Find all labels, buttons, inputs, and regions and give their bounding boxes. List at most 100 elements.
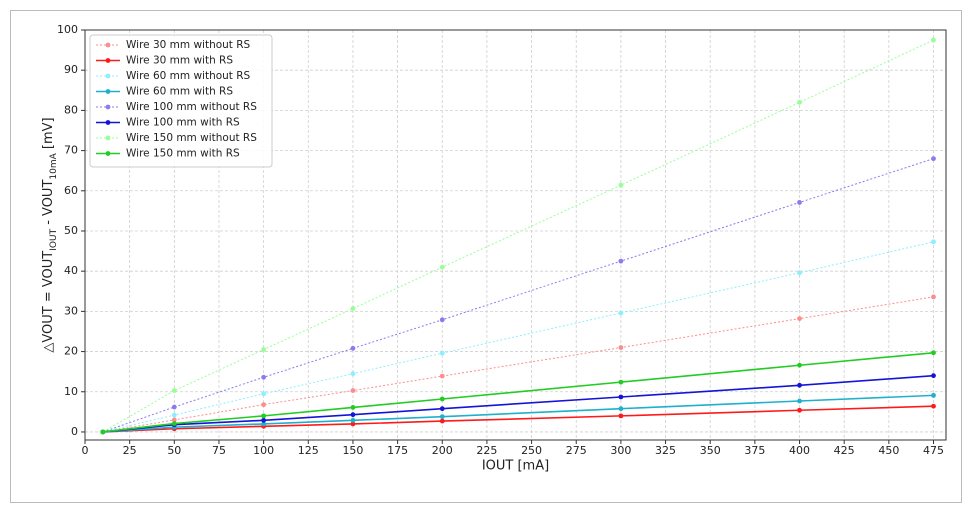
y-tick-label: 30: [64, 304, 78, 317]
y-axis-label: △VOUT = VOUTIOUT - VOUT10mA [mV]: [41, 117, 59, 352]
series-line: [102, 241, 934, 433]
y-tick-label: 60: [64, 184, 78, 197]
data-point: [350, 421, 356, 427]
x-tick-label: 200: [432, 444, 453, 457]
data-point: [350, 412, 356, 418]
data-point: [797, 362, 802, 368]
legend-label: Wire 100 mm without RS: [126, 101, 257, 113]
legend-label: Wire 60 mm with RS: [126, 86, 233, 98]
x-tick-label: 425: [834, 444, 855, 457]
x-tick-label: 325: [655, 444, 676, 457]
data-point: [797, 398, 802, 404]
legend-marker: [105, 120, 111, 125]
data-point: [618, 406, 624, 412]
legend-label: Wire 60 mm without RS: [126, 70, 251, 82]
data-point: [618, 379, 624, 385]
data-point: [350, 417, 356, 423]
y-label-part: - VOUT: [41, 180, 56, 229]
data-point: [350, 371, 356, 377]
y-tick-label: 90: [64, 63, 78, 76]
x-tick-label: 450: [878, 444, 899, 457]
data-point: [439, 406, 445, 412]
data-point: [797, 99, 802, 105]
data-point: [350, 306, 356, 311]
data-point: [931, 294, 936, 300]
data-point: [797, 200, 802, 205]
data-point: [931, 373, 936, 379]
series-line: [102, 374, 934, 433]
x-tick-label: 175: [387, 444, 408, 457]
x-tick-label: 400: [789, 444, 810, 457]
y-label-subscript: 10mA: [49, 152, 59, 179]
data-point: [797, 316, 802, 322]
x-tick-label: 150: [342, 444, 363, 457]
y-label-part: △VOUT = VOUT: [41, 251, 56, 353]
x-tick-label: 225: [476, 444, 497, 457]
legend-marker: [105, 89, 111, 94]
y-tick-label: 0: [71, 425, 78, 438]
data-point: [261, 413, 267, 419]
data-point: [100, 429, 106, 435]
data-point: [931, 350, 936, 356]
data-point: [618, 310, 624, 316]
data-point: [931, 37, 936, 43]
data-point: [618, 345, 624, 350]
data-point: [931, 156, 936, 162]
x-tick-label: 275: [566, 444, 587, 457]
data-point: [171, 404, 177, 410]
data-point: [171, 417, 177, 423]
data-point: [439, 350, 445, 356]
plot-area: [84, 29, 947, 441]
frame: [10, 10, 962, 503]
y-tick-label: 80: [64, 103, 78, 116]
data-point: [261, 391, 267, 397]
x-tick-label: 0: [82, 444, 89, 457]
data-point: [439, 418, 445, 424]
legend-box: [89, 34, 273, 168]
series-line: [102, 351, 934, 433]
series-line: [102, 158, 934, 433]
legend-marker: [105, 104, 111, 110]
x-tick-label: 350: [700, 444, 721, 457]
data-point: [439, 414, 445, 420]
x-tick-label: 50: [167, 444, 181, 457]
data-point: [261, 347, 267, 352]
data-point: [931, 239, 936, 245]
legend-label: Wire 30 mm with RS: [126, 55, 233, 67]
legend-marker: [105, 135, 111, 141]
x-tick-label: 25: [123, 444, 137, 457]
y-tick-label: 40: [64, 264, 78, 277]
y-tick-label: 50: [64, 224, 78, 237]
data-point: [261, 417, 267, 423]
legend-label: Wire 30 mm without RS: [126, 39, 251, 51]
data-point: [618, 394, 624, 400]
data-point: [618, 413, 624, 419]
series-line: [102, 39, 934, 433]
data-point: [618, 258, 624, 264]
y-tick-label: 100: [57, 23, 78, 36]
y-tick-label: 20: [64, 345, 78, 358]
data-point: [350, 405, 356, 410]
data-point: [439, 373, 445, 379]
x-tick-label: 75: [212, 444, 226, 457]
x-tick-label: 375: [744, 444, 765, 457]
x-tick-label: 475: [923, 444, 944, 457]
data-point: [261, 421, 267, 427]
data-point: [797, 407, 802, 413]
y-label-part: [mV]: [41, 117, 56, 153]
data-point: [261, 374, 267, 380]
data-point: [439, 396, 445, 402]
data-point: [931, 403, 936, 409]
data-point: [797, 382, 802, 388]
x-tick-label: 100: [253, 444, 274, 457]
legend-marker: [105, 73, 111, 79]
x-tick-label: 125: [298, 444, 319, 457]
x-tick-label: 300: [610, 444, 631, 457]
data-point: [171, 412, 177, 418]
legend-marker: [105, 42, 111, 48]
data-point: [171, 388, 177, 393]
legend-marker: [105, 151, 111, 156]
series-line: [102, 405, 934, 433]
